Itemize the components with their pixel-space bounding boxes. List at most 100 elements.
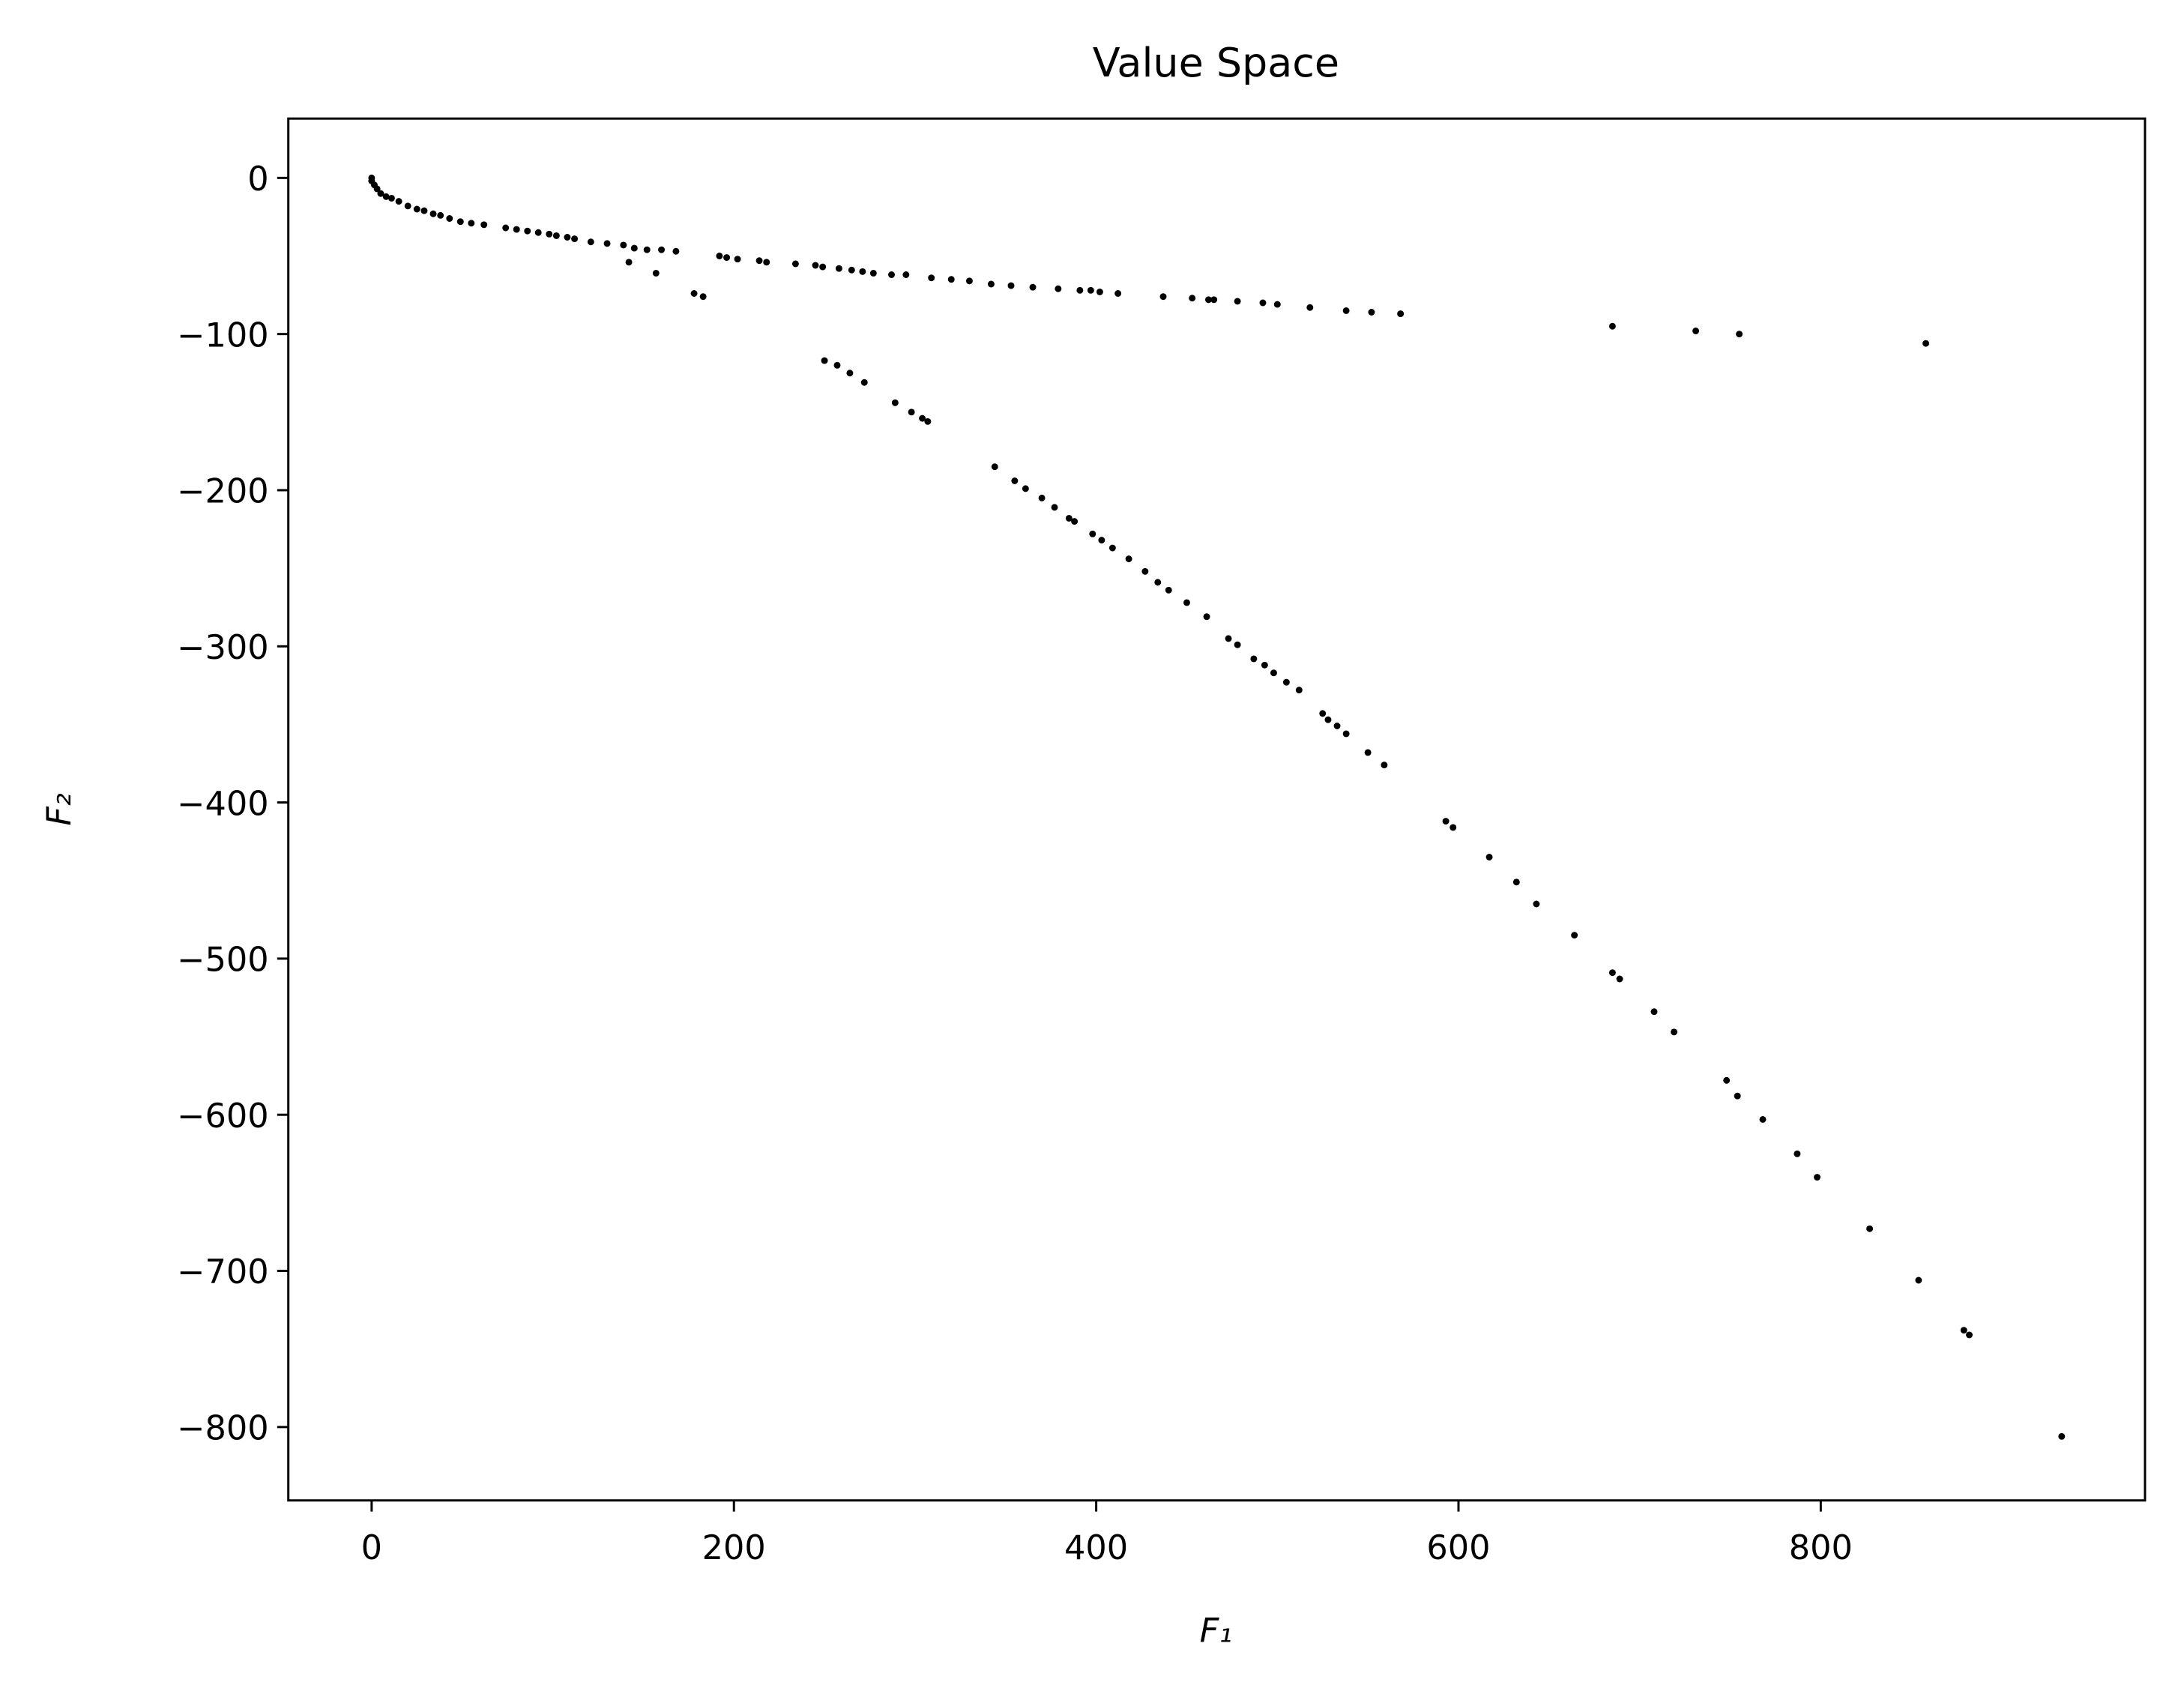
point — [1306, 304, 1314, 311]
point — [965, 277, 973, 285]
point — [382, 193, 390, 200]
point — [1734, 1092, 1741, 1100]
point — [1261, 661, 1268, 669]
point — [446, 215, 453, 222]
x-tick-label: 400 — [1064, 1528, 1128, 1567]
point — [1029, 283, 1037, 291]
point — [1814, 1174, 1820, 1181]
x-tick-label: 0 — [361, 1528, 382, 1567]
point — [1234, 641, 1241, 648]
point — [1915, 1276, 1922, 1284]
point — [1333, 723, 1341, 729]
point — [571, 235, 579, 243]
point — [1922, 340, 1929, 347]
point — [1204, 296, 1212, 304]
point — [502, 224, 510, 232]
point — [723, 254, 731, 262]
point — [420, 207, 428, 214]
y-tick-label: −600 — [177, 1097, 268, 1136]
point — [1108, 544, 1116, 552]
point — [1154, 579, 1162, 586]
point — [1225, 635, 1232, 642]
point — [991, 463, 998, 471]
point — [1381, 762, 1388, 769]
point — [413, 205, 420, 213]
point — [812, 262, 819, 269]
point — [734, 256, 741, 263]
point — [672, 247, 680, 255]
x-tick-label: 800 — [1789, 1528, 1853, 1567]
point — [1076, 286, 1084, 294]
point — [456, 218, 464, 226]
point — [1250, 655, 1258, 663]
point — [1270, 669, 1277, 677]
point — [1442, 818, 1450, 825]
point — [1203, 613, 1210, 621]
point — [1723, 1076, 1731, 1084]
point — [928, 274, 935, 282]
point — [1125, 555, 1132, 563]
y-tick-label: 0 — [247, 160, 268, 199]
point — [1450, 824, 1457, 831]
point — [908, 409, 915, 416]
point — [1165, 586, 1172, 594]
y-tick-label: −400 — [177, 784, 268, 823]
point — [564, 234, 571, 241]
point — [1071, 518, 1079, 525]
point — [860, 379, 868, 386]
y-tick-label: −100 — [177, 316, 268, 355]
point — [643, 246, 651, 253]
point — [1512, 878, 1520, 886]
point — [1960, 1327, 1967, 1334]
point — [1364, 749, 1372, 756]
point — [1089, 530, 1096, 537]
point — [1259, 299, 1267, 307]
point — [603, 240, 611, 247]
point — [947, 276, 955, 283]
point — [373, 185, 381, 193]
point — [1736, 331, 1743, 338]
point — [833, 361, 841, 369]
point — [1342, 307, 1350, 314]
point — [791, 260, 799, 268]
point — [1608, 969, 1616, 977]
point — [1141, 567, 1149, 575]
point — [1087, 286, 1094, 294]
x-tick-label: 600 — [1426, 1528, 1490, 1567]
point — [1608, 322, 1616, 330]
point — [1571, 932, 1578, 939]
point — [587, 238, 594, 246]
point — [1210, 296, 1218, 304]
point — [524, 227, 531, 235]
point — [987, 280, 995, 288]
point — [1692, 328, 1700, 334]
point — [891, 399, 899, 406]
point — [902, 271, 910, 278]
point — [919, 415, 926, 422]
point — [387, 194, 395, 202]
point — [630, 244, 638, 252]
point — [625, 259, 633, 266]
x-axis-label: F₁ — [1200, 1611, 1233, 1650]
point — [699, 293, 707, 301]
point — [1098, 537, 1105, 544]
point — [1866, 1225, 1874, 1232]
point — [1234, 298, 1241, 305]
point — [755, 257, 763, 265]
point — [1055, 285, 1062, 292]
point — [395, 198, 402, 205]
point — [1319, 710, 1327, 717]
point — [763, 259, 770, 266]
point — [1114, 290, 1122, 297]
y-tick-label: −300 — [177, 628, 268, 667]
y-tick-label: −700 — [177, 1253, 268, 1291]
point — [924, 418, 932, 425]
point — [1051, 504, 1058, 511]
point — [821, 357, 828, 364]
point — [1368, 309, 1375, 316]
point — [1324, 716, 1332, 723]
point — [859, 268, 866, 275]
